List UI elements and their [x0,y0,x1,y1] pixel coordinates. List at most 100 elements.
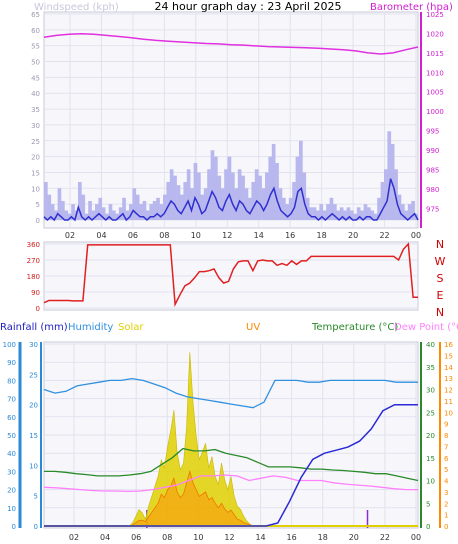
gust-bar [343,210,347,220]
baro-tick-label: 1025 [426,11,444,19]
uv-tick-label: 4 [444,478,449,486]
gust-bar [139,204,143,220]
wind-tick-label: 5 [36,201,40,209]
gust-bar [193,162,198,220]
x-tick-label: 18 [318,533,328,542]
uv-tick-label: 8 [444,432,448,440]
rainfall-line [44,403,418,527]
temperature-line [44,447,419,482]
x-tick-label: 10 [193,533,203,542]
gust-bar [275,162,279,220]
gust-bar [217,175,222,220]
uv-tick-label: 12 [444,387,453,395]
uv-tick-label: 15 [444,352,453,360]
temperature-tick-label: 40 [426,341,435,349]
gust-bar [387,131,392,220]
gust-bar [95,204,99,220]
rain-tick-label: 10 [29,462,38,470]
chart-title: 24 hour graph day : 23 April 2025 [155,0,342,13]
rain-tick-label: 25 [29,371,38,379]
gust-bar [397,194,402,220]
temperature-tick-label: 30 [426,387,435,395]
gust-bar [254,169,259,220]
wind-tick-label: 25 [31,138,40,146]
gust-bar [353,213,358,220]
baro-tick-label: 1000 [426,108,444,116]
wind-tick-label: 55 [31,43,40,51]
compass-label: W [435,255,446,268]
baro-tick-label: 980 [426,186,439,194]
compass-label: N [436,238,444,251]
gust-bar [292,181,296,220]
uv-tick-label: 13 [444,375,453,383]
gust-bar [316,210,320,220]
wind-tick-label: 10 [31,185,40,193]
wind-tick-label: 45 [31,74,40,82]
x-tick-label: 20 [348,231,358,240]
baro-tick-label: 1005 [426,89,444,97]
gust-bar [360,210,364,220]
windspeed-line [43,178,419,222]
gust-bar [251,181,256,220]
temperature-tick-label: 35 [426,364,435,372]
gust-bar [271,143,276,220]
baro-tick-label: 995 [426,128,439,136]
gust-bar [336,210,341,220]
gust-bar [156,197,160,220]
humidity-line [43,377,418,409]
uv-tick-label: 16 [444,341,453,349]
x-tick-label: 14 [254,231,264,240]
gust-bar [367,207,371,220]
gust-bar [373,213,378,220]
gust-bar [84,213,89,220]
gust-bar [81,194,86,220]
wind-tick-label: 60 [31,27,40,35]
humidity-tick-label: 70 [7,396,16,404]
gust-bar [47,194,52,220]
legend-item: Temperature (°C) [311,322,398,333]
windspeed-axis-label: Windspeed (kph) [34,2,119,13]
baro-tick-label: 990 [426,147,439,155]
baro-tick-label: 1010 [426,69,444,77]
gust-bar [122,197,126,220]
gust-bar [210,150,215,220]
wind-tick-label: 65 [31,11,40,19]
gust-bar [244,188,249,220]
gust-bar [295,156,300,220]
gust-bar [67,213,72,220]
gust-bar [234,188,239,220]
uv-tick-label: 6 [444,455,449,463]
compass-label: N [436,306,444,319]
gust-bar [370,210,375,220]
humidity-tick-label: 100 [3,341,16,349]
rain-temperature-panel: 0102030405060708090100051015202530051015… [0,322,458,542]
gust-bar [57,188,62,220]
x-tick-label: 22 [380,533,390,542]
x-tick-label: 02 [65,231,75,240]
gust-bar [333,204,337,220]
humidity-tick-label: 40 [7,450,16,458]
gust-bar [384,169,388,220]
wind-tick-label: 20 [31,154,40,162]
gust-bar [61,200,65,220]
rain-tick-label: 15 [29,432,38,440]
gust-bar [285,204,290,220]
gust-bar [152,200,157,220]
direction-tick-label: 360 [27,241,40,249]
temperature-tick-label: 5 [426,500,430,508]
gust-bar [115,213,120,220]
gust-bar [78,181,82,220]
gust-bar [302,172,307,220]
x-tick-label: 14 [255,533,265,542]
uv-tick-label: 2 [444,500,448,508]
x-tick-label: 00 [411,231,421,240]
legend-item: Humidity [68,322,113,333]
x-tick-label: 22 [379,231,389,240]
gust-bar [350,210,354,220]
uv-tick-label: 1 [444,512,448,520]
x-tick-label: 00 [411,533,421,542]
gust-bar [312,207,317,220]
humidity-tick-label: 10 [7,505,16,513]
gust-bar [278,188,283,220]
